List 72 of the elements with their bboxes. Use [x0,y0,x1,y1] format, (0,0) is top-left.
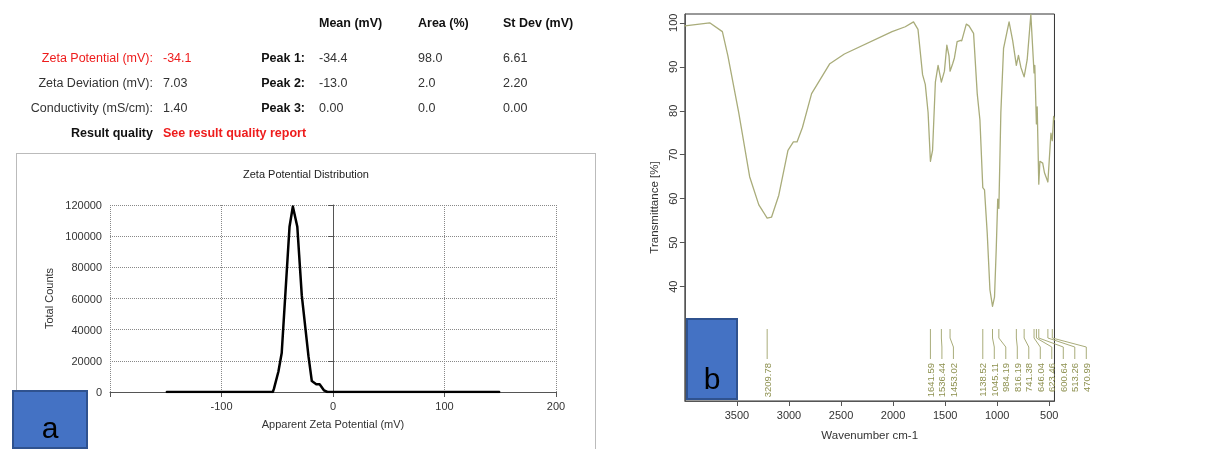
x-tick-label: -100 [210,399,233,412]
x-tick-label: 3500 [724,408,750,421]
x-tick-label: 0 [329,399,337,412]
text: 98.0 [418,50,443,66]
text: St Dev (mV) [503,15,574,31]
panel-label-box: b [686,318,738,400]
x-tick-label: 100 [435,399,454,412]
annotation: 3209.78 [761,363,773,398]
x-tick-label: 2000 [880,408,906,421]
annotation: 1536.44 [936,363,948,398]
annotation: 1453.02 [947,363,959,398]
panel-label-box: a [12,390,88,449]
y-tick-label: 70 [667,148,680,161]
annotation: 816.19 [1011,363,1023,393]
text: Zeta Potential (mV): [41,50,153,66]
text: 6.61 [503,50,528,66]
x-axis-title: Apparent Zeta Potential (mV) [261,417,405,430]
text: Area (%) [418,15,469,31]
text: 0.00 [503,100,528,116]
x-tick-label: 3000 [776,408,802,421]
text: Peak 3: [261,100,305,116]
text: Peak 1: [261,50,305,66]
x-tick-label: 2500 [828,408,854,421]
text: -34.4 [319,50,348,66]
y-tick-label: 90 [667,60,680,73]
annotation: 1641.59 [924,363,936,398]
text: Result quality [71,125,153,141]
annotation: 513.26 [1069,363,1081,393]
text: 1.40 [163,100,188,116]
text: 2.0 [418,75,436,91]
y-axis-title: Transmittance [%] [648,161,660,254]
annotation: 741.38 [1023,363,1035,393]
text: 7.03 [163,75,188,91]
x-axis-title: Wavenumber cm-1 [821,429,919,441]
text: 2.20 [503,75,528,91]
y-tick-label: 50 [667,236,680,249]
x-tick-label: 1000 [984,408,1010,421]
y-tick-label: 60000 [71,292,102,305]
line-series [684,13,1056,308]
x-tick-label: 200 [546,399,566,412]
annotation: b [703,361,721,397]
text: Zeta Deviation (mV): [38,75,153,91]
chart-title: Zeta Potential Distribution [243,167,369,180]
text: Conductivity (mS/cm): [30,100,153,116]
y-tick-label: 100 [667,13,680,32]
y-tick-label: 100000 [65,230,102,243]
y-tick-label: 60 [667,192,680,205]
text: Peak 2: [261,75,305,91]
annotation: 984.19 [1000,363,1012,393]
x-tick-label: 1500 [932,408,958,421]
text: 0.00 [319,100,344,116]
y-tick-label: 0 [95,386,102,398]
y-tick-label: 80 [667,104,680,117]
annotation: 600.64 [1057,363,1069,393]
text: See result quality report [163,125,307,141]
y-axis-title: Total Counts [42,267,55,330]
y-tick-label: 120000 [65,199,102,211]
annotation: 1138.52 [977,363,989,397]
y-tick-label: 80000 [71,261,102,274]
y-tick-label: 20000 [71,354,102,367]
x-tick-label: 500 [1040,408,1059,421]
annotation: 623.46 [1046,363,1058,393]
y-tick-label: 40000 [71,323,102,336]
text: -34.1 [163,50,192,66]
text: Mean (mV) [319,15,383,31]
y-tick-label: 40 [667,280,680,293]
line-series [165,205,501,394]
annotation: 1045.11 [988,363,1000,397]
annotation: 646.04 [1034,363,1046,393]
text: -13.0 [319,75,348,91]
annotation: 470.99 [1080,363,1092,393]
text: 0.0 [418,100,436,116]
